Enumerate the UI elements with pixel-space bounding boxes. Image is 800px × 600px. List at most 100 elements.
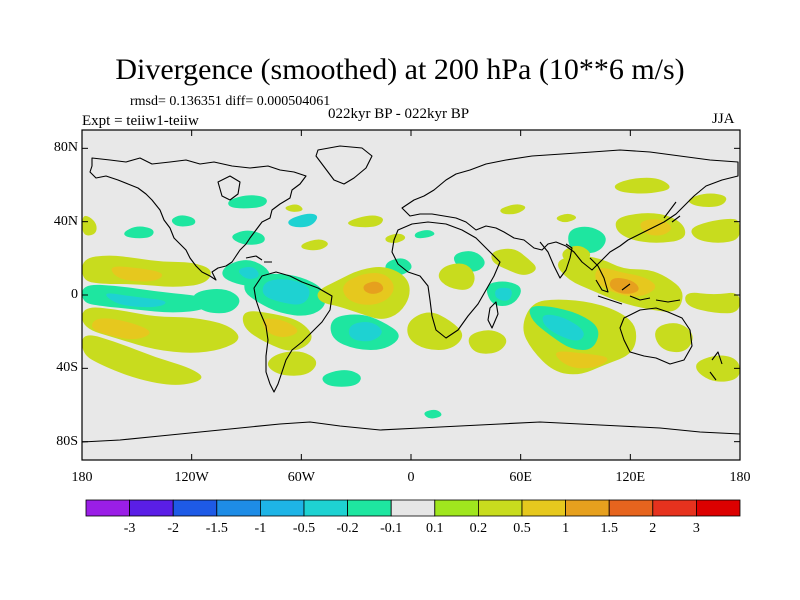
colorbar-label: 1 [562, 521, 570, 536]
contour-region [171, 215, 196, 227]
colorbar-swatch [216, 499, 261, 517]
contour-region [267, 351, 317, 376]
north-america-coast [89, 157, 307, 281]
africa-coast [391, 221, 501, 339]
colorbar-label: -2 [167, 521, 180, 536]
colorbar-swatch [259, 499, 305, 517]
contour-region [228, 195, 267, 209]
period-label: 022kyr BP - 022kyr BP [328, 106, 470, 122]
colorbar-label: 3 [692, 521, 700, 536]
greenland-coast [315, 145, 373, 185]
colorbar-swatch [434, 499, 479, 517]
colorbar-label: -3 [123, 521, 136, 536]
contour-region [542, 314, 584, 341]
south-america-coast [253, 271, 333, 393]
contour-region [262, 318, 298, 338]
contour-field [82, 177, 740, 419]
lon-tick-label: 60E [509, 470, 532, 485]
contour-region [322, 370, 361, 387]
colorbar-label: 2 [649, 521, 657, 536]
lon-tick-label: 180 [71, 470, 93, 485]
plot-title: Divergence (smoothed) at 200 hPa (10**6 … [115, 53, 685, 86]
contour-region [696, 355, 740, 382]
contour-region [111, 266, 163, 282]
colorbar-swatch [652, 499, 697, 517]
lat-tick-label: 40N [53, 213, 78, 229]
colorbar-swatch [347, 499, 392, 517]
india-coast [539, 241, 573, 279]
new-zealand-coast [709, 351, 723, 381]
contour-region [685, 292, 740, 314]
contour-region [385, 233, 406, 244]
colorbar-label: -0.2 [336, 521, 359, 536]
colorbar-swatch [390, 499, 436, 517]
colorbar-swatch [85, 499, 130, 517]
axis-ticks [81, 130, 741, 460]
colorbar-label: -0.1 [380, 521, 403, 536]
contour-region [193, 289, 240, 314]
contour-region [691, 218, 740, 243]
eurasia-coast [401, 149, 739, 271]
lon-tick-label: 60W [287, 470, 315, 485]
contour-region [655, 323, 693, 353]
contour-region [82, 307, 239, 353]
colorbar [85, 499, 741, 517]
colorbar-label: 1.5 [600, 521, 618, 536]
caribbean-islands [245, 255, 272, 263]
contour-region [348, 322, 382, 342]
contour-region [555, 351, 608, 369]
colorbar-swatch [521, 499, 566, 517]
stats-label: rmsd= 0.136351 diff= 0.000504061 [130, 94, 331, 109]
contour-region [82, 215, 97, 236]
contour-region [414, 230, 435, 239]
lat-tick-label: 80N [53, 140, 78, 156]
contour-region [262, 279, 310, 305]
madagascar-coast [487, 301, 499, 329]
contour-region [500, 204, 526, 215]
colorbar-label: 0.2 [469, 521, 488, 536]
colorbar-label: -1.5 [205, 521, 228, 536]
japan-islands [663, 201, 681, 223]
colorbar-swatch [565, 499, 610, 517]
contour-region [438, 263, 475, 290]
contour-region [232, 230, 265, 245]
southeast-asia-coast [589, 257, 609, 293]
lon-tick-label: 120E [615, 470, 646, 485]
contour-region [288, 213, 318, 228]
colorbar-swatch [129, 499, 174, 517]
colorbar-label: -0.5 [292, 521, 316, 536]
lat-tick-label: 80S [56, 433, 78, 449]
contour-region [688, 193, 727, 207]
contour-region [407, 312, 463, 350]
antarctica-coast [82, 421, 740, 443]
hudson-bay [217, 175, 241, 201]
contour-region [238, 267, 259, 279]
contour-region [124, 226, 154, 239]
lon-tick-label: 180 [729, 470, 751, 485]
season-label: JJA [712, 111, 735, 127]
contour-region [468, 330, 507, 354]
australia-coast [619, 307, 693, 365]
contour-region [609, 278, 639, 294]
contour-region [82, 335, 202, 385]
colorbar-label: 0.5 [513, 521, 531, 536]
contour-region [640, 219, 672, 236]
contour-region [424, 409, 442, 419]
contour-region [301, 239, 328, 251]
coastlines [82, 145, 740, 443]
colorbar-swatch [303, 499, 348, 517]
colorbar-swatch [477, 499, 523, 517]
experiment-label: Expt = teiiw1-teiiw [82, 113, 199, 129]
lat-tick-label: 40S [56, 360, 78, 376]
contour-region [285, 204, 303, 212]
contour-region [495, 287, 512, 301]
contour-region [614, 177, 670, 194]
lat-tick-label: 0 [71, 287, 78, 302]
contour-region [348, 215, 383, 228]
indonesia-islands [597, 283, 681, 305]
colorbar-label: -1 [254, 521, 267, 536]
colorbar-swatch [172, 499, 218, 517]
lon-tick-label: 120W [174, 470, 209, 485]
contour-region [556, 213, 577, 223]
